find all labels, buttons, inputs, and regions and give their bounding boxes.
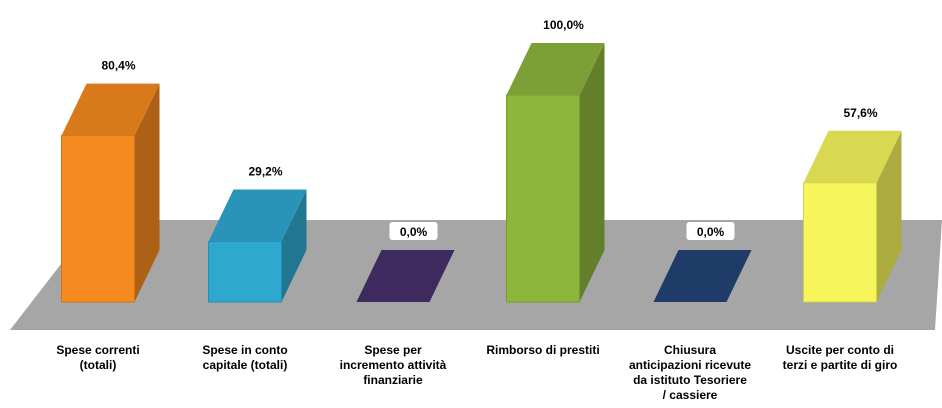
label-line: capitale (totali) (203, 358, 288, 372)
bar-front (506, 94, 580, 303)
label-line: finanziarie (363, 373, 423, 387)
bar-side (579, 43, 605, 302)
label-box (389, 222, 438, 240)
label-line: anticipazioni ricevute (629, 358, 751, 372)
bar-front (61, 135, 135, 303)
x-tick-label: Chiusura anticipazioni ricevute da istitut… (629, 343, 751, 402)
label-line: Spese correnti (56, 343, 139, 357)
label-box (94, 55, 143, 74)
bar (653, 250, 752, 302)
bar (61, 83, 160, 303)
x-tick-label: Spese per incremento attività finanziarie (340, 343, 447, 387)
bar-side (281, 189, 307, 302)
x-tick-label: Spese correnti (totali) (56, 343, 139, 372)
label-box (836, 102, 885, 121)
bar-top (208, 189, 307, 242)
bar-front (803, 182, 877, 303)
label-line: da istituto Tesoriere (633, 373, 747, 387)
data-label: 0,0% (400, 225, 428, 239)
bar-top (803, 130, 902, 183)
label-line: Rimborso di prestiti (486, 343, 599, 357)
data-label: 0,0% (697, 225, 725, 239)
data-label: 80,4% (101, 59, 135, 73)
label-line: (totali) (80, 358, 117, 372)
label-line: Spese in conto (202, 343, 287, 357)
data-label: 57,6% (843, 106, 877, 120)
bar (803, 130, 902, 303)
data-label: 29,2% (248, 165, 282, 179)
label-line: terzi e partite di giro (783, 358, 898, 372)
label-line: Spese per (364, 343, 422, 357)
x-tick-label: Rimborso di prestiti (486, 343, 599, 357)
label-box (539, 15, 588, 33)
x-tick-label: Spese in conto capitale (totali) (202, 343, 287, 372)
bar-top (653, 250, 752, 302)
label-line: Chiusura (664, 343, 716, 357)
label-line: Uscite per conto di (786, 343, 894, 357)
bar-side (134, 83, 160, 303)
x-tick-label: Uscite per conto di terzi e partite di gi… (783, 343, 898, 372)
bar (208, 189, 307, 303)
label-box (241, 161, 290, 180)
label-box (686, 222, 735, 240)
data-label: 100,0% (543, 18, 584, 32)
bar (506, 43, 605, 303)
bar-top (356, 250, 455, 302)
bar-top (506, 43, 605, 95)
bar-side (876, 130, 902, 302)
bar-top (61, 83, 160, 136)
bar (356, 250, 455, 302)
label-line: / cassiere (663, 388, 718, 402)
label-line: incremento attività (340, 358, 447, 372)
bar-front (208, 241, 282, 303)
